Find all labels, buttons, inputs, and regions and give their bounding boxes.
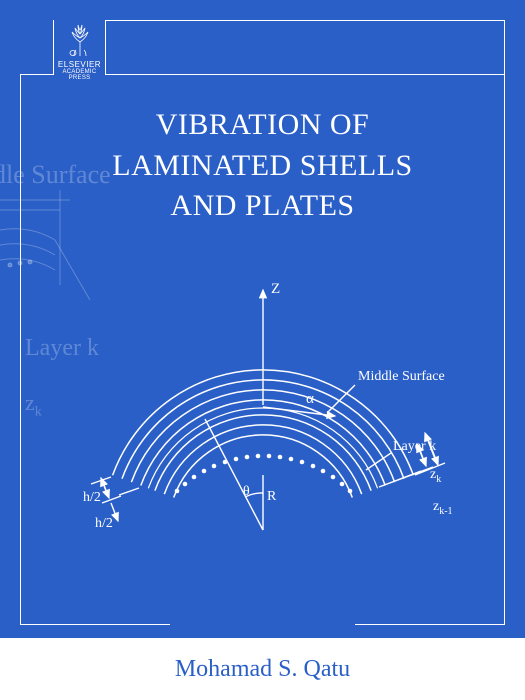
label-theta: θ — [243, 484, 250, 499]
border-line — [20, 74, 21, 625]
border-line — [105, 20, 505, 21]
label-h2-upper: h/2 — [83, 490, 101, 505]
publisher-name: ELSEVIER — [52, 60, 107, 69]
border-line — [504, 20, 505, 75]
publisher-logo: ELSEVIER ACADEMIC PRESS — [52, 22, 107, 81]
elsevier-tree-icon — [62, 22, 98, 58]
label-layer-k: Layer k — [393, 439, 436, 454]
author-name: Mohamad S. Qatu — [175, 656, 350, 683]
title-line-1: VIBRATION OF — [45, 105, 480, 146]
label-z: Z — [271, 281, 280, 297]
label-zk1: zk-1 — [433, 499, 453, 517]
label-radius: R — [267, 489, 277, 504]
publisher-imprint: ACADEMIC PRESS — [52, 69, 107, 81]
border-line — [105, 74, 505, 75]
label-zk: zk — [430, 467, 441, 485]
label-h2-lower: h/2 — [95, 516, 113, 531]
book-title: VIBRATION OF LAMINATED SHELLS AND PLATES — [45, 105, 480, 227]
bg-text-zk: zk — [25, 390, 42, 420]
label-alpha: α — [306, 391, 314, 407]
title-line-2: LAMINATED SHELLS — [45, 146, 480, 187]
title-line-3: AND PLATES — [45, 186, 480, 227]
border-line — [504, 74, 505, 625]
author-band: Mohamad S. Qatu — [0, 638, 525, 700]
border-line — [20, 624, 170, 625]
border-line — [20, 74, 53, 75]
label-middle-surface: Middle Surface — [358, 369, 445, 384]
border-line — [355, 624, 505, 625]
shell-diagram: Z α Middle Surface Layer k θ R h/2 h/2 z… — [53, 275, 473, 555]
